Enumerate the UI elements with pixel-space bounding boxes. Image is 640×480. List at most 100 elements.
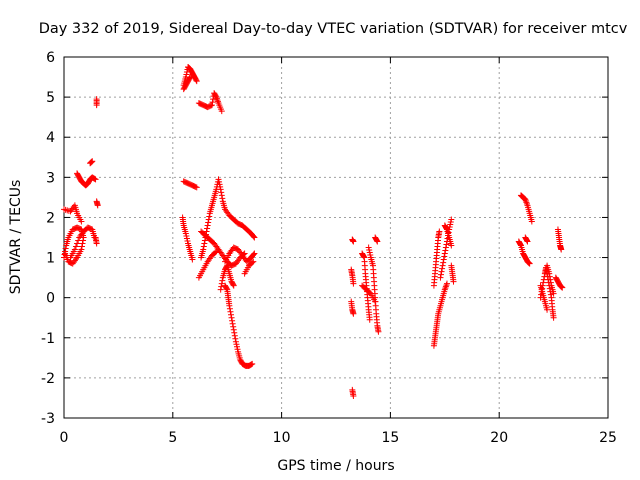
data-point (439, 262, 446, 269)
data-point (93, 96, 100, 103)
data-point (72, 243, 79, 250)
data-point (210, 96, 217, 103)
data-point (558, 246, 565, 253)
data-point (440, 256, 447, 263)
data-point (450, 278, 457, 285)
x-axis-label: GPS time / hours (277, 458, 394, 474)
data-point (558, 283, 565, 290)
data-point (62, 250, 69, 257)
data-point (447, 221, 454, 228)
data-point (250, 258, 257, 265)
axis-ticks (63, 56, 609, 419)
data-point (94, 202, 101, 209)
y-tick-label: 2 (46, 210, 55, 226)
data-point (233, 341, 240, 348)
data-point (229, 317, 236, 324)
data-point (183, 232, 190, 239)
data-point (218, 189, 225, 196)
data-series (61, 64, 566, 399)
data-point (366, 249, 373, 256)
data-point (350, 238, 357, 245)
data-point (437, 274, 444, 281)
data-point (229, 320, 236, 327)
data-point (350, 310, 357, 317)
data-point (75, 237, 82, 244)
data-point (550, 290, 557, 297)
data-point (62, 245, 69, 252)
data-point (205, 216, 212, 223)
x-tick-label: 0 (60, 430, 69, 446)
x-tick-label: 25 (599, 430, 617, 446)
data-point (79, 240, 86, 247)
data-point (223, 263, 230, 270)
data-point (183, 235, 190, 242)
x-tick-label: 5 (168, 430, 177, 446)
data-point (209, 99, 216, 106)
data-point (544, 306, 551, 313)
data-point (366, 316, 373, 323)
y-tick-label: 6 (46, 50, 55, 66)
data-point (443, 280, 450, 287)
data-point (373, 237, 380, 244)
data-point (88, 159, 95, 166)
data-point (183, 71, 190, 78)
data-point (441, 250, 448, 257)
data-point (217, 183, 224, 190)
data-point (547, 276, 554, 283)
data-point (218, 108, 225, 115)
data-point (74, 240, 81, 247)
data-point (547, 291, 554, 298)
data-point (546, 270, 553, 277)
data-point (523, 237, 530, 244)
data-point (78, 218, 85, 225)
data-point (202, 234, 209, 241)
data-point (375, 328, 382, 335)
data-point (228, 314, 235, 321)
data-point (223, 285, 230, 292)
data-point (366, 247, 373, 254)
data-point (231, 332, 238, 339)
data-point (208, 102, 215, 109)
data-point (234, 346, 241, 353)
data-point (249, 259, 256, 266)
data-point (88, 158, 95, 165)
data-point (93, 240, 100, 247)
data-point (517, 241, 524, 248)
data-point (372, 298, 379, 305)
x-tick-label: 15 (381, 430, 399, 446)
data-point (230, 326, 237, 333)
data-point (366, 289, 373, 296)
data-point (182, 230, 189, 237)
data-point (367, 252, 374, 259)
data-point (200, 246, 207, 253)
data-point (193, 184, 200, 191)
data-point (250, 251, 257, 258)
y-tick-label: 1 (46, 251, 55, 267)
chart-title: Day 332 of 2019, Sidereal Day-to-day VTE… (39, 21, 628, 37)
data-point (232, 338, 239, 345)
y-tick-label: 5 (46, 90, 55, 106)
x-tick-label: 20 (490, 430, 508, 446)
data-point (184, 238, 191, 245)
data-point (187, 74, 194, 81)
data-point (365, 244, 372, 251)
data-point (233, 343, 240, 350)
data-point (550, 314, 557, 321)
data-point (440, 259, 447, 266)
data-point (443, 241, 450, 248)
data-point (374, 238, 381, 245)
y-tick-label: 0 (46, 291, 55, 307)
data-point (447, 218, 454, 225)
data-point (251, 234, 258, 241)
plot-frame (63, 56, 609, 419)
y-tick-label: -1 (41, 331, 55, 347)
data-point (249, 360, 256, 367)
data-point (213, 248, 220, 255)
data-point (219, 195, 226, 202)
y-axis-label: SDTVAR / TECUs (8, 180, 24, 295)
data-point (215, 176, 222, 183)
grid (64, 57, 608, 418)
data-point (226, 302, 233, 309)
data-point (207, 102, 214, 109)
data-point (559, 284, 566, 291)
